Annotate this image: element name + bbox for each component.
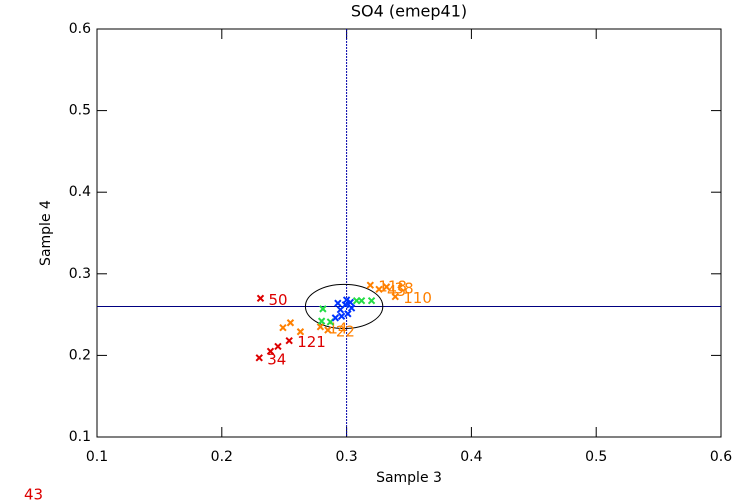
x-tick-label: 0.6: [710, 449, 732, 465]
point-label: 22: [336, 323, 355, 341]
point: [296, 328, 305, 336]
point: [366, 281, 375, 289]
footnote: 43: [24, 486, 43, 500]
point: [256, 294, 265, 302]
point: [344, 310, 352, 318]
x-tick-label: 0.3: [335, 449, 357, 465]
point: [334, 299, 342, 307]
y-axis-label: Sample 4: [38, 200, 54, 266]
x-tick-label: 0.1: [86, 449, 108, 465]
point: [286, 319, 295, 327]
point: [266, 347, 275, 356]
x-tick-label: 0.5: [585, 449, 607, 465]
point: [324, 326, 332, 334]
y-tick-label: 0.1: [69, 429, 91, 445]
point-label: 121: [297, 333, 326, 351]
point: [316, 323, 325, 331]
x-axis-label: Sample 3: [376, 470, 442, 486]
point-label: 34: [267, 350, 286, 368]
plot-frame: [96, 28, 722, 438]
y-tick-label: 0.6: [69, 21, 91, 37]
point: [331, 314, 340, 322]
x-tick-label: 0.4: [460, 449, 482, 465]
ellipse: [304, 283, 384, 329]
y-tick-label: 0.5: [69, 103, 91, 119]
point: [367, 297, 376, 305]
point: [375, 285, 383, 294]
point-label: 38: [395, 279, 414, 297]
point: [341, 301, 350, 309]
point: [347, 304, 356, 312]
y-tick-label: 0.4: [69, 184, 91, 200]
point: [279, 323, 287, 332]
point: [285, 337, 293, 345]
point-label: 45: [387, 282, 406, 300]
chart-title: SO4 (emep41): [351, 2, 467, 21]
point: [382, 283, 391, 291]
point: [255, 354, 263, 362]
point: [319, 305, 327, 313]
point: [337, 312, 346, 320]
y-tick-label: 0.2: [69, 347, 91, 363]
point-label: 50: [268, 291, 287, 309]
point: [342, 296, 351, 304]
point: [274, 342, 282, 351]
y-tick-label: 0.3: [69, 266, 91, 282]
point: [391, 292, 399, 301]
point-label: 118: [378, 278, 407, 296]
point: [357, 297, 366, 305]
point-label: 110: [403, 289, 432, 307]
x-tick-label: 0.2: [211, 449, 233, 465]
point: [317, 317, 326, 325]
